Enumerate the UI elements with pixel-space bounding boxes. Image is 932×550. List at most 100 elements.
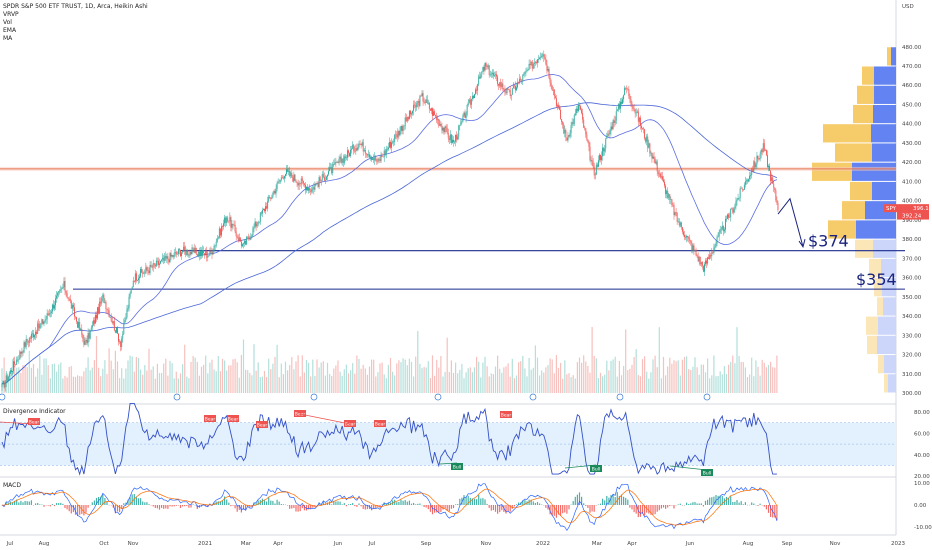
candle-body	[29, 337, 31, 339]
macd-histogram-bar	[28, 501, 30, 505]
time-tick: 2022	[536, 541, 550, 547]
candle-body	[315, 183, 317, 186]
volume-bar	[137, 357, 140, 393]
volume-bar	[478, 361, 480, 393]
volume-bar	[631, 364, 633, 393]
macd-histogram-bar	[698, 503, 700, 505]
volume-bar	[95, 336, 98, 393]
macd-histogram-bar	[488, 505, 490, 508]
bear-label	[227, 415, 239, 422]
candle-body	[612, 120, 614, 130]
candle-body	[484, 62, 486, 71]
volume-bar	[431, 355, 434, 393]
indicator-vol[interactable]: Vol	[3, 19, 12, 26]
time-tick: Sep	[782, 541, 793, 547]
candle-body	[276, 182, 278, 189]
macd-histogram-bar	[368, 505, 371, 510]
candle-body	[338, 158, 340, 164]
candle-body	[496, 74, 497, 77]
candle-body	[114, 330, 116, 333]
macd-histogram-bar	[467, 495, 469, 505]
profile-down-bar	[874, 66, 896, 85]
candle-body	[578, 105, 579, 111]
volume-bar	[711, 375, 713, 393]
macd-histogram-bar	[431, 505, 434, 515]
candle-body	[550, 82, 552, 86]
indicator-ma[interactable]: MA	[3, 35, 13, 42]
macd-histogram-bar	[444, 505, 446, 509]
candle-body	[334, 162, 336, 165]
divergence-tick: 20.00	[914, 474, 930, 480]
macd-histogram-bar	[459, 498, 461, 505]
candle-body	[498, 84, 500, 86]
volume-bar	[736, 327, 738, 393]
volume-bar	[303, 372, 305, 393]
candle-body	[221, 226, 222, 236]
macd-histogram-bar	[505, 505, 507, 514]
profile-down-bar	[871, 124, 896, 143]
volume-bar	[320, 362, 322, 393]
macd-histogram-bar	[173, 505, 175, 507]
volume-bar	[410, 361, 413, 393]
candle-body	[280, 177, 282, 181]
macd-histogram-bar	[217, 501, 219, 505]
indicator-ema[interactable]: EMA	[3, 27, 17, 34]
candle-body	[629, 96, 631, 100]
macd-histogram-bar	[226, 499, 228, 505]
volume-bar	[163, 363, 165, 393]
candle-body	[438, 119, 440, 126]
macd-histogram-bar	[539, 503, 541, 505]
candle-body	[591, 160, 593, 162]
candle-body	[415, 105, 417, 108]
macd-histogram-bar	[562, 505, 564, 514]
price-axis-unit: USD	[902, 4, 914, 10]
candle-body	[422, 93, 424, 102]
macd-histogram-bar	[312, 505, 314, 508]
macd-histogram-bar	[142, 501, 144, 505]
volume-bar	[742, 362, 744, 393]
candle-body	[751, 169, 753, 175]
volume-bar	[436, 359, 438, 393]
indicator-vrvp[interactable]: VRVP	[3, 11, 19, 18]
candle-body	[704, 264, 705, 272]
dividend-marker	[616, 393, 624, 401]
volume-bar	[471, 372, 473, 393]
candle-body	[541, 55, 543, 58]
candle-body	[400, 125, 402, 131]
candle-body	[151, 266, 153, 268]
candle-body	[410, 110, 411, 115]
candle-body	[532, 63, 534, 69]
price-tick: 320.00	[902, 353, 922, 359]
macd-histogram-bar	[457, 504, 459, 505]
macd-histogram-bar	[83, 505, 85, 516]
candle-body	[55, 298, 56, 306]
volume-bar	[539, 375, 541, 393]
candle-body	[733, 208, 735, 213]
macd-histogram-bar	[116, 505, 119, 512]
volume-bars	[1, 327, 778, 393]
volume-bar	[463, 378, 465, 393]
macd-histogram-bar	[360, 505, 362, 507]
macd-histogram-bar	[263, 500, 266, 505]
candle-body	[527, 69, 529, 71]
macd-histogram-bar	[759, 503, 761, 505]
candle-body	[399, 130, 401, 136]
candle-body	[331, 167, 333, 174]
volume-bar	[77, 375, 79, 393]
volume-bar	[305, 359, 308, 393]
volume-bar	[677, 360, 679, 393]
candle-body	[335, 162, 337, 163]
candle-body	[174, 251, 176, 253]
candle-body	[561, 119, 563, 123]
candle-body	[402, 126, 404, 132]
volume-bar	[211, 359, 213, 393]
candle-body	[489, 74, 491, 76]
candle-body	[558, 105, 559, 107]
candle-body	[302, 180, 304, 184]
volume-bar	[446, 337, 448, 393]
volume-bar	[112, 369, 114, 393]
candle-body	[198, 251, 200, 257]
candle-body	[427, 102, 429, 104]
candle-body	[520, 78, 522, 80]
